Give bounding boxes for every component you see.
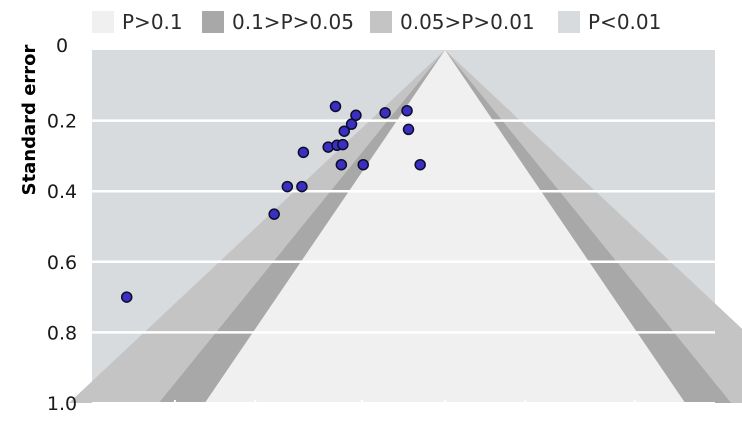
y-tick-label: 1.0 [47, 393, 77, 415]
legend-item: P>0.1 [92, 10, 183, 34]
legend-item: 0.1>P>0.05 [202, 10, 354, 34]
data-point [297, 146, 310, 159]
legend-label: P>0.1 [122, 10, 183, 34]
data-point [296, 180, 308, 193]
data-point [338, 125, 351, 137]
y-tick-label: 0.8 [47, 322, 77, 344]
y-tick-label: 0 [56, 35, 68, 57]
legend-label: 0.1>P>0.05 [232, 10, 354, 34]
data-point [345, 118, 358, 130]
data-point [281, 180, 294, 193]
data-point [335, 158, 348, 171]
y-axis-title: Standard error [19, 44, 40, 195]
data-point [120, 291, 133, 303]
legend-swatch [92, 11, 114, 33]
data-point [379, 107, 391, 119]
chart-legend: P>0.1 0.1>P>0.05 0.05>P>0.01 P<0.01 [0, 0, 742, 44]
data-point [350, 109, 362, 122]
data-point [329, 100, 342, 113]
data-point [357, 158, 369, 171]
legend-swatch [202, 11, 224, 33]
data-point [402, 123, 415, 136]
legend-item: P<0.01 [558, 10, 661, 34]
legend-item: 0.05>P>0.01 [370, 10, 535, 34]
contour-p-above-0.1 [204, 50, 686, 403]
y-tick-label: 0.2 [47, 111, 77, 133]
legend-swatch [370, 11, 392, 33]
y-tick-label: 0.4 [47, 181, 77, 203]
data-point [414, 158, 426, 171]
data-point [401, 104, 413, 117]
y-tick-label: 0.6 [47, 252, 77, 274]
legend-swatch [558, 11, 580, 33]
legend-label: P<0.01 [588, 10, 662, 34]
data-point [337, 138, 349, 151]
data-point [268, 208, 280, 220]
legend-label: 0.05>P>0.01 [400, 10, 535, 34]
